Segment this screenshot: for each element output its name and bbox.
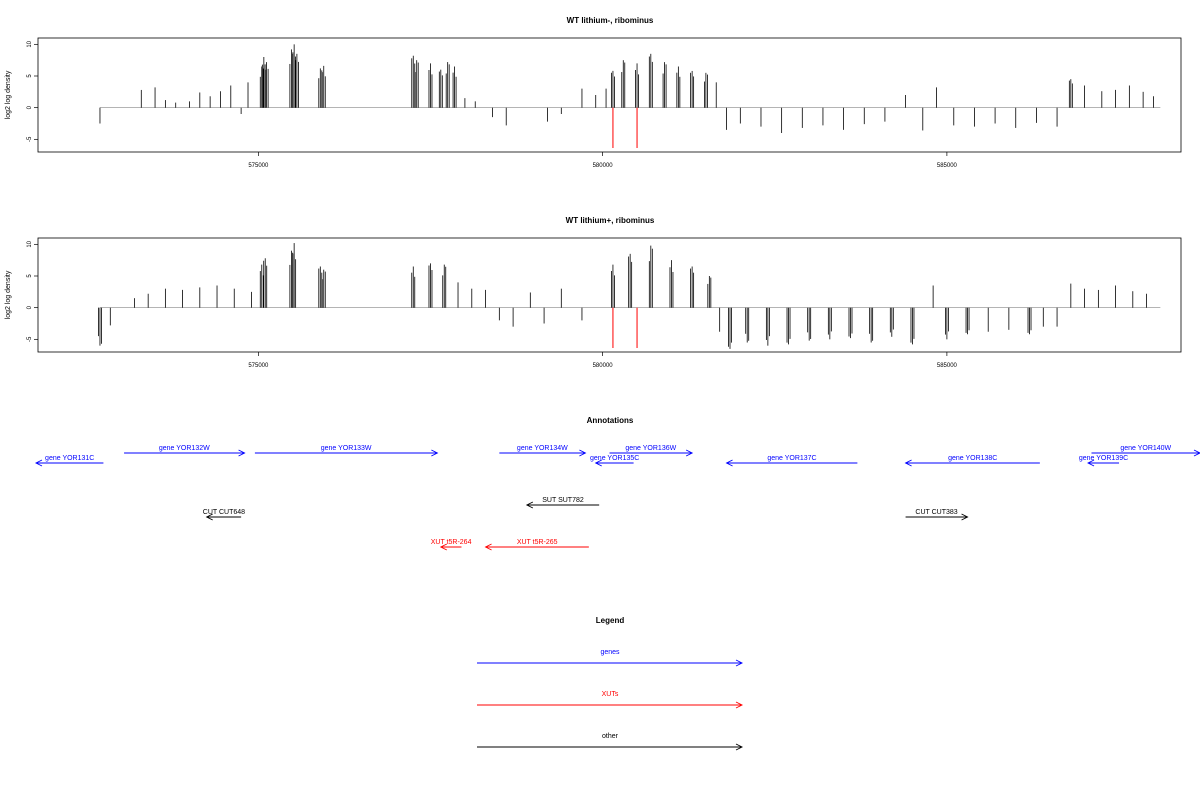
arrow-head	[1193, 449, 1200, 457]
arrow-head	[735, 659, 744, 667]
arrow-head	[579, 449, 587, 457]
annotation-feature: gene YOR134W	[499, 445, 587, 457]
annotation-feature: XUT t5R-264	[431, 539, 472, 551]
legend-item: XUTs	[477, 691, 744, 709]
annotation-label: gene YOR132W	[159, 445, 210, 452]
legend-label: XUTs	[602, 691, 619, 698]
x-tick-label: 580000	[593, 163, 614, 169]
y-tick-label: 10	[27, 40, 33, 47]
coverage-panel-lithium-minus: WT lithium-, ribominus log2 log density …	[5, 16, 1182, 169]
y-axis-label: log2 log density	[5, 270, 12, 319]
arrow-head	[904, 459, 912, 467]
coverage-bars	[99, 44, 1161, 133]
x-tick-label: 585000	[937, 363, 958, 369]
annotation-label: gene YOR137C	[767, 455, 816, 462]
annotation-feature: XUT t5R-265	[484, 539, 589, 551]
annotation-feature: gene YOR139C	[1079, 455, 1128, 467]
plot-frame	[37, 37, 1182, 153]
annotation-feature: gene YOR133W	[254, 445, 439, 457]
legend: genes XUTs other	[477, 649, 744, 751]
annotations-title: Annotations	[587, 416, 634, 425]
arrow-head	[735, 701, 744, 709]
annotation-track: gene YOR131C gene YOR132W gene YOR133W gene…	[34, 445, 1200, 551]
annotation-label: CUT CUT383	[915, 509, 957, 516]
annotation-feature: gene YOR132W	[124, 445, 246, 457]
annotation-label: gene YOR139C	[1079, 455, 1128, 462]
red-marker-lines	[612, 107, 638, 148]
annotation-label: SUT SUT782	[542, 497, 584, 504]
arrow-head	[238, 449, 246, 457]
arrow-head	[1087, 459, 1095, 467]
arrow-head	[34, 459, 43, 467]
annotation-label: XUT t5R-264	[431, 539, 472, 546]
arrow-head	[439, 543, 448, 551]
annotation-feature: gene YOR138C	[904, 455, 1040, 467]
annotation-label: gene YOR134W	[517, 445, 568, 452]
annotation-label: gene YOR135C	[590, 455, 639, 462]
panel-title: WT lithium+, ribominus	[566, 216, 655, 225]
y-tick-label: 0	[27, 305, 33, 309]
arrow-head	[961, 513, 969, 521]
arrow-head	[725, 459, 733, 467]
y-axis-label: log2 log density	[5, 70, 12, 119]
legend-label: other	[602, 733, 619, 740]
coverage-bars	[98, 243, 1161, 349]
x-tick-label: 575000	[248, 363, 269, 369]
y-tick-label: 10	[27, 240, 33, 247]
x-axis: 575000 580000 585000	[248, 352, 958, 369]
y-tick-label: 5	[27, 274, 33, 278]
coverage-panel-lithium-plus: WT lithium+, ribominus log2 log density …	[5, 216, 1182, 369]
annotation-feature: gene YOR135C	[590, 455, 639, 467]
annotation-label: gene YOR138C	[948, 455, 997, 462]
annotation-feature: CUT CUT383	[905, 509, 969, 521]
legend-label: genes	[600, 649, 620, 656]
y-axis: 10 5 0 -5	[27, 40, 38, 142]
arrow-head	[735, 743, 744, 751]
annotation-label: CUT CUT648	[203, 509, 245, 516]
annotation-label: gene YOR131C	[45, 455, 94, 462]
annotation-feature: gene YOR131C	[34, 455, 104, 467]
arrow-head	[431, 449, 439, 457]
arrow-head	[594, 459, 602, 467]
annotation-feature: gene YOR137C	[725, 455, 858, 467]
panel-title: WT lithium-, ribominus	[567, 16, 654, 25]
arrow-head	[205, 513, 213, 521]
arrow-head	[685, 449, 694, 457]
annotation-label: gene YOR140W	[1120, 445, 1171, 452]
plot-frame	[37, 237, 1182, 353]
y-tick-label: 0	[27, 105, 33, 109]
arrow-head	[525, 501, 534, 509]
annotation-label: XUT t5R-265	[517, 539, 558, 546]
annotation-feature: gene YOR136W	[609, 445, 694, 457]
annotation-feature: CUT CUT648	[203, 509, 245, 521]
x-tick-label: 580000	[593, 363, 614, 369]
y-tick-label: -5	[27, 136, 33, 142]
x-axis: 575000 580000 585000	[248, 152, 958, 169]
annotation-feature: SUT SUT782	[525, 497, 600, 509]
y-axis: 10 5 0 -5	[27, 240, 38, 342]
annotation-label: gene YOR133W	[321, 445, 372, 452]
legend-title: Legend	[596, 616, 625, 625]
red-marker-lines	[612, 307, 638, 348]
x-tick-label: 575000	[248, 163, 269, 169]
annotation-feature: gene YOR140W	[1091, 445, 1200, 457]
arrow-head	[484, 543, 492, 551]
legend-item: genes	[477, 649, 744, 667]
legend-item: other	[477, 733, 744, 751]
x-tick-label: 585000	[937, 163, 958, 169]
y-tick-label: 5	[27, 74, 33, 78]
annotation-label: gene YOR136W	[625, 445, 676, 452]
y-tick-label: -5	[27, 336, 33, 342]
